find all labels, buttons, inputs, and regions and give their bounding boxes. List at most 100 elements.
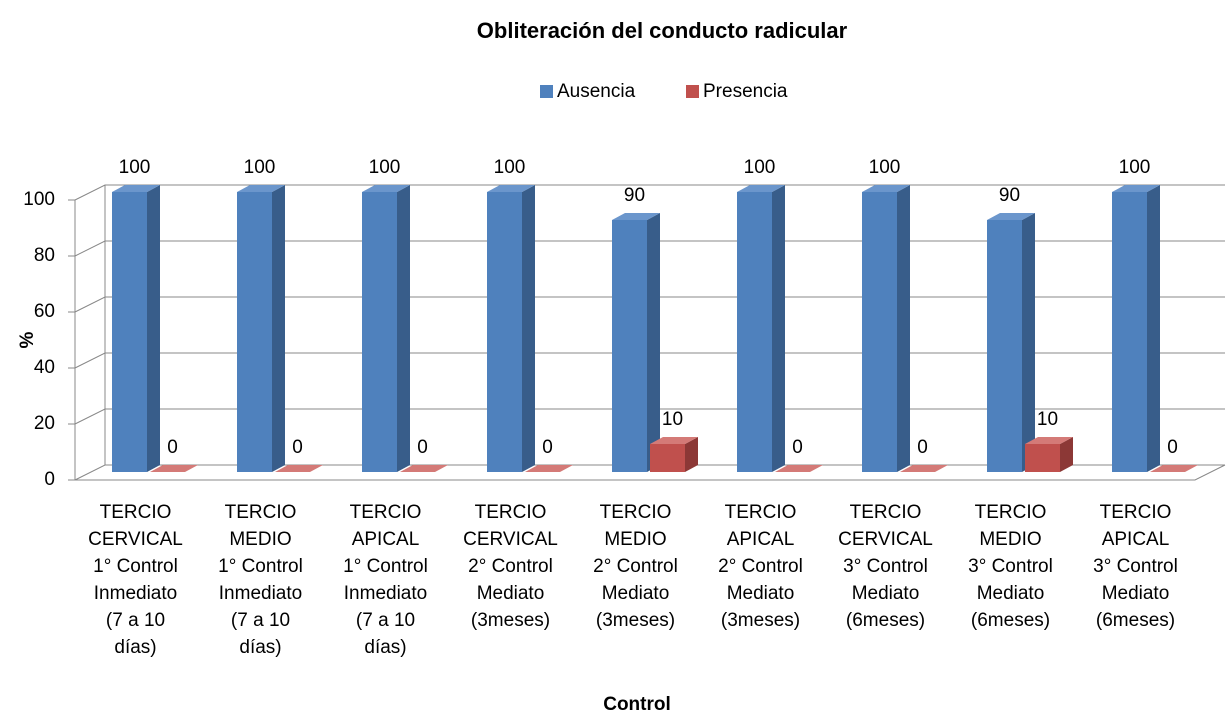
- bar-face: [1112, 185, 1160, 192]
- x-tick-label: Inmediato: [94, 583, 177, 604]
- x-tick-label: días): [364, 637, 406, 658]
- bar: [862, 185, 910, 472]
- value-label: 0: [292, 437, 303, 458]
- x-tick-label: TERCIO: [1100, 502, 1172, 523]
- value-label: 100: [369, 157, 401, 178]
- value-label: 100: [744, 157, 776, 178]
- x-tick-label: 1° Control: [93, 556, 178, 577]
- y-tick-label: 20: [34, 413, 55, 434]
- legend-swatch: [686, 85, 699, 98]
- bar-face: [647, 213, 660, 472]
- x-tick-label: 2° Control: [593, 556, 678, 577]
- x-tick-label: (7 a 10: [106, 610, 165, 631]
- x-tick-label: CERVICAL: [88, 529, 183, 550]
- chart-title: Obliteración del conducto radicular: [477, 18, 848, 43]
- bar: [775, 465, 823, 472]
- bar-face: [272, 185, 285, 472]
- x-tick-label: 2° Control: [718, 556, 803, 577]
- bar-face: [612, 213, 660, 220]
- x-tick-label: 2° Control: [468, 556, 553, 577]
- value-label: 10: [662, 409, 683, 430]
- value-label: 0: [1167, 437, 1178, 458]
- bar-face: [1025, 437, 1073, 444]
- bar-face: [525, 465, 573, 472]
- x-tick-label: APICAL: [1102, 529, 1170, 550]
- bar: [737, 185, 785, 472]
- x-tick-label: Mediato: [727, 583, 795, 604]
- bar: [487, 185, 535, 472]
- bar-face: [237, 192, 272, 472]
- bar-face: [487, 192, 522, 472]
- x-tick-label: (6meses): [846, 610, 925, 631]
- x-tick-label: días): [114, 637, 156, 658]
- bar: [612, 213, 660, 472]
- value-label: 0: [917, 437, 928, 458]
- bar: [112, 185, 160, 472]
- grid-line: [74, 240, 1225, 257]
- value-label: 0: [417, 437, 428, 458]
- value-label: 100: [869, 157, 901, 178]
- bar-face: [487, 185, 535, 192]
- x-tick-label: (3meses): [596, 610, 675, 631]
- x-tick-label: Mediato: [1102, 583, 1170, 604]
- value-label: 90: [624, 185, 645, 206]
- x-tick-label: Inmediato: [219, 583, 302, 604]
- x-tick-label: MEDIO: [604, 529, 666, 550]
- bar-face: [650, 437, 698, 444]
- bar-face: [612, 220, 647, 472]
- x-tick-label: 3° Control: [843, 556, 928, 577]
- grid-line: [74, 464, 1225, 481]
- bar-face: [862, 192, 897, 472]
- bar: [237, 185, 285, 472]
- y-tick-label: 40: [34, 357, 55, 378]
- x-tick-label: TERCIO: [350, 502, 422, 523]
- bar-face: [987, 220, 1022, 472]
- bar-face: [400, 465, 448, 472]
- value-label: 90: [999, 185, 1020, 206]
- bar: [150, 465, 198, 472]
- legend-label: Ausencia: [557, 81, 636, 102]
- x-tick-label: 1° Control: [343, 556, 428, 577]
- value-label: 0: [792, 437, 803, 458]
- value-label: 100: [494, 157, 526, 178]
- bar: [275, 465, 323, 472]
- x-tick-label: TERCIO: [225, 502, 297, 523]
- y-axis-label: %: [17, 331, 38, 348]
- bar: [650, 437, 698, 472]
- value-label: 100: [1119, 157, 1151, 178]
- x-tick-label: Mediato: [852, 583, 920, 604]
- bar-face: [862, 185, 910, 192]
- bar-face: [362, 185, 410, 192]
- bar-face: [147, 185, 160, 472]
- y-tick-label: 100: [23, 189, 55, 210]
- grid-line: [74, 184, 1225, 201]
- bar-face: [900, 465, 948, 472]
- x-tick-label: 3° Control: [968, 556, 1053, 577]
- x-tick-label: 1° Control: [218, 556, 303, 577]
- y-tick-label: 0: [44, 469, 55, 490]
- x-tick-label: Mediato: [477, 583, 545, 604]
- bar-face: [737, 192, 772, 472]
- bar-face: [1022, 213, 1035, 472]
- bar-face: [112, 185, 160, 192]
- x-tick-label: APICAL: [352, 529, 420, 550]
- x-tick-label: (3meses): [721, 610, 800, 631]
- bar-face: [897, 185, 910, 472]
- value-label: 100: [119, 157, 151, 178]
- x-tick-label: (3meses): [471, 610, 550, 631]
- bar: [525, 465, 573, 472]
- bar-face: [737, 185, 785, 192]
- bar-face: [275, 465, 323, 472]
- x-tick-label: TERCIO: [475, 502, 547, 523]
- x-tick-label: (6meses): [1096, 610, 1175, 631]
- value-label: 0: [167, 437, 178, 458]
- x-tick-label: Inmediato: [344, 583, 427, 604]
- bar: [1150, 465, 1198, 472]
- bar: [987, 213, 1035, 472]
- bar-face: [150, 465, 198, 472]
- legend-swatch: [540, 85, 553, 98]
- bar-face: [1060, 437, 1073, 472]
- bar-face: [1147, 185, 1160, 472]
- y-tick-label: 80: [34, 245, 55, 266]
- x-tick-label: MEDIO: [979, 529, 1041, 550]
